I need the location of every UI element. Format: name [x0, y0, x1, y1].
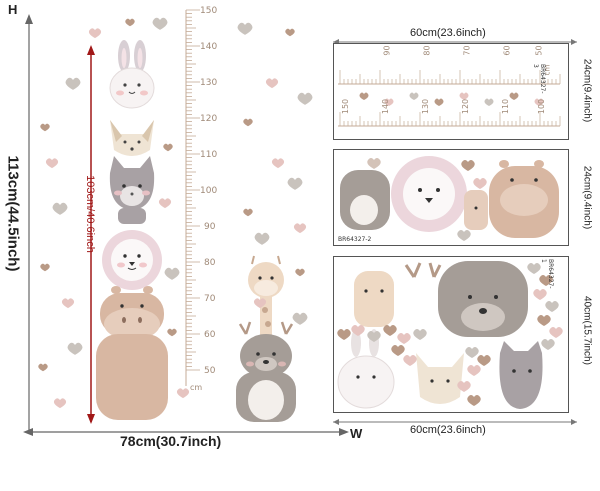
sheet1-ruler-pieces: 90 80 70 60 50 cm 150 140 130 120 110 10… [333, 43, 569, 140]
width-total-label: 78cm(30.7inch) [120, 433, 222, 449]
sheet1-bottom-tick: 110 [501, 98, 511, 115]
ruler-tick-label: 70 [204, 294, 216, 304]
ruler-tick-label: 90 [204, 222, 216, 232]
giraffe-deer-illustration [236, 255, 296, 422]
ruler-tick-label: 120 [200, 114, 218, 124]
sheet1-bottom-tick: 150 [341, 98, 351, 115]
sheet3-illustration [337, 261, 563, 409]
sheet2-illustration [340, 156, 559, 241]
sheet1-bottom-tick: 130 [421, 98, 431, 115]
sheet1-bottom-tick: 140 [381, 98, 391, 115]
bunny-illustration [109, 40, 155, 109]
ruler-tick-label: 50 [204, 366, 216, 376]
sheet1-height-label: 24cm(9.4inch) [581, 58, 593, 123]
fox-illustration [110, 120, 154, 156]
height-letter: H [8, 2, 18, 17]
sheet2-animals: BR64327-2 [333, 149, 569, 246]
hippo-illustration [96, 286, 168, 420]
width-letter: W [350, 426, 363, 441]
main-height-ruler [185, 9, 200, 386]
sheet1-top-tick: 90 [382, 45, 392, 56]
cat-illustration [109, 156, 155, 224]
ruler-tick-label: 130 [200, 78, 218, 88]
sheet3-height-label: 40cm(15.7inch) [581, 296, 593, 365]
ruler-tick-label: 140 [200, 42, 218, 52]
sheet1-top-tick: 50 [534, 45, 544, 56]
ruler-tick-label: 60 [204, 330, 216, 340]
sheet3-code: BR64327-1 [540, 259, 554, 289]
sheet1-top-tick: 70 [462, 45, 472, 56]
sheet1-bottom-tick: 120 [461, 98, 471, 115]
sheet1-top-tick: 60 [502, 45, 512, 56]
deer-illustration [236, 321, 296, 422]
ruler-unit-label: cm [190, 383, 203, 392]
sheet3-width-line [333, 419, 577, 425]
sheet1-ruler-strips [338, 70, 561, 127]
sheet2-code: BR64327-2 [338, 236, 372, 243]
ruler-tick-label: 80 [204, 258, 216, 268]
sheet1-width-label: 60cm(23.6inch) [410, 27, 486, 39]
sheet1-code: BR64327-3 [532, 64, 546, 94]
ruler-tick-label: 100 [200, 186, 218, 196]
sheet3-animals: BR64327-1 [333, 256, 569, 413]
ruler-tick-label: 110 [200, 150, 218, 160]
sheet3-width-label: 60cm(23.6inch) [410, 424, 486, 436]
sheet1-bottom-tick: 100 [537, 98, 547, 115]
lion-illustration [102, 230, 162, 290]
sheet2-height-label: 24cm(9.4inch) [581, 165, 593, 230]
sheet1-top-tick: 80 [422, 45, 432, 56]
ruler-tick-label: 150 [200, 6, 218, 16]
animal-totem-illustration [96, 40, 168, 420]
